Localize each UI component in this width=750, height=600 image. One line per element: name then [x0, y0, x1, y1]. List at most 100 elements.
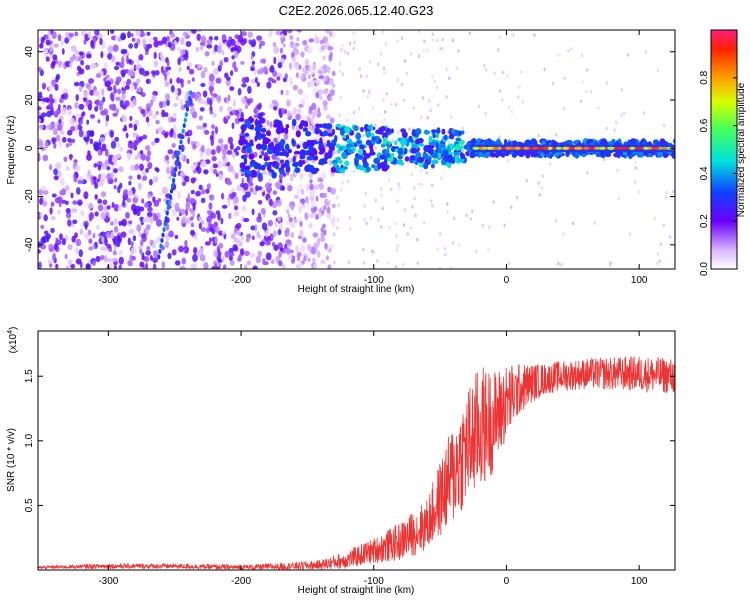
spectrogram-cell: [471, 209, 474, 213]
spectrogram-cell: [318, 95, 323, 101]
spectrogram-cell: [352, 110, 356, 115]
spectrogram-cell: [436, 38, 439, 43]
streak-cell: [182, 123, 186, 129]
spectrogram-cell: [446, 201, 449, 206]
spectrogram-cell: [538, 192, 541, 197]
spectrogram-cell: [367, 124, 373, 130]
spectrogram-cell: [38, 66, 42, 72]
spectrogram-cell: [465, 213, 468, 218]
streak-cell: [186, 101, 191, 107]
spectrogram-cell: [113, 204, 119, 210]
spectrogram-cell: [304, 150, 311, 156]
spectrogram-cell: [98, 100, 104, 106]
spectrogram-cell: [396, 159, 404, 165]
spectrogram-cell: [410, 52, 413, 56]
spectrogram-cell: [344, 160, 350, 166]
spectrogram-cell: [338, 168, 346, 174]
spectrogram-cell: [42, 82, 46, 90]
spectrogram-cell: [248, 39, 252, 45]
spectrogram-cell: [380, 187, 383, 191]
spectrogram-cell: [134, 84, 138, 90]
spectrogram-cell: [240, 182, 245, 188]
spectrogram-cell: [541, 174, 544, 178]
spectrogram-cell: [213, 67, 219, 75]
spectrogram-cell: [190, 208, 194, 215]
spectrogram-cell: [257, 212, 262, 220]
spectrogram-cell: [338, 123, 342, 129]
spectrogram-cell: [259, 241, 265, 247]
spectrogram-cell: [240, 60, 245, 65]
spectrogram-cell: [95, 224, 101, 230]
spectrogram-cell: [277, 229, 282, 236]
spectrogram-cell: [47, 30, 51, 37]
spectrogram-cell: [79, 85, 83, 93]
spectrogram-cell: [38, 124, 44, 130]
spectrogram-cell: [453, 216, 456, 221]
spectrogram-cell: [324, 76, 328, 82]
spectrogram-cell: [57, 209, 61, 215]
spectrogram-cell: [86, 130, 92, 137]
spectrogram-cell: [200, 160, 207, 168]
spectrogram-cell: [328, 95, 333, 101]
spectrogram-cell: [153, 250, 159, 258]
spectrogram-cell: [319, 137, 323, 144]
spectrogram-cell: [272, 190, 277, 195]
spectrogram-cell: [242, 145, 247, 150]
streak-cell: [176, 155, 180, 161]
spectrogram-cell: [238, 117, 245, 122]
spectrogram-cell: [145, 70, 150, 76]
spectrogram-cell: [279, 222, 283, 229]
spectrogram-cell: [196, 125, 203, 130]
spectrogram-cell: [56, 123, 63, 132]
spectrogram-cell: [49, 207, 53, 215]
spectrogram-cell: [289, 62, 293, 70]
spectrogram-cell: [431, 32, 434, 37]
spectrogram-cell: [222, 264, 227, 269]
spectrogram-cell: [501, 98, 504, 102]
spectrogram-cell: [326, 140, 331, 145]
spectrogram-cell: [70, 125, 76, 132]
spectrogram-cell: [42, 190, 49, 195]
spectrogram-cell: [326, 123, 333, 130]
spectrogram-cell: [333, 83, 336, 88]
spectrogram-cell: [449, 265, 453, 269]
spectrogram-cell: [266, 148, 274, 155]
spectrogram-cell: [115, 96, 121, 102]
spectrogram-cell: [354, 159, 359, 167]
spectrogram-cell: [107, 258, 112, 263]
spectrogram-cell: [410, 138, 414, 143]
spectrogram-cell: [567, 49, 570, 53]
spectrogram-cell: [155, 111, 159, 115]
spectrogram-cell: [51, 60, 56, 66]
spectrogram-cell: [386, 127, 391, 134]
spectrogram-cell: [493, 146, 500, 150]
spectrogram-cell: [336, 225, 339, 230]
spectrogram-cell: [318, 182, 324, 190]
spectrogram-cell: [177, 57, 181, 66]
spectrogram-cell: [296, 144, 301, 149]
spectrogram-cell: [382, 66, 386, 71]
spectrogram-cell: [394, 102, 398, 107]
spectrogram-cell: [206, 97, 210, 105]
spectrogram-cell: [151, 242, 156, 249]
spectrogram-cell: [455, 66, 458, 71]
spectrogram-cell: [284, 143, 290, 151]
spectrogram-cell: [99, 137, 106, 143]
spectrogram-cell: [51, 137, 57, 143]
spectrogram-cell: [153, 51, 157, 60]
spectrogram-cell: [166, 99, 170, 107]
spectrogram-cell: [134, 163, 140, 170]
spectrogram-cell: [320, 227, 324, 233]
spectrogram-cell: [320, 172, 327, 180]
spectrogram-cell: [329, 89, 335, 97]
spectrogram-cell: [605, 126, 608, 131]
spectrogram-cell: [326, 206, 331, 214]
spectrogram-cell: [212, 163, 218, 169]
spectrogram-cell: [65, 234, 69, 242]
spectrogram-cell: [303, 255, 307, 261]
spectrogram-cell: [262, 170, 267, 175]
spectrogram-cell: [181, 257, 187, 265]
spectrogram-cell: [481, 223, 485, 228]
spectrogram-cell: [338, 113, 341, 118]
spectrogram-cell: [74, 232, 78, 239]
